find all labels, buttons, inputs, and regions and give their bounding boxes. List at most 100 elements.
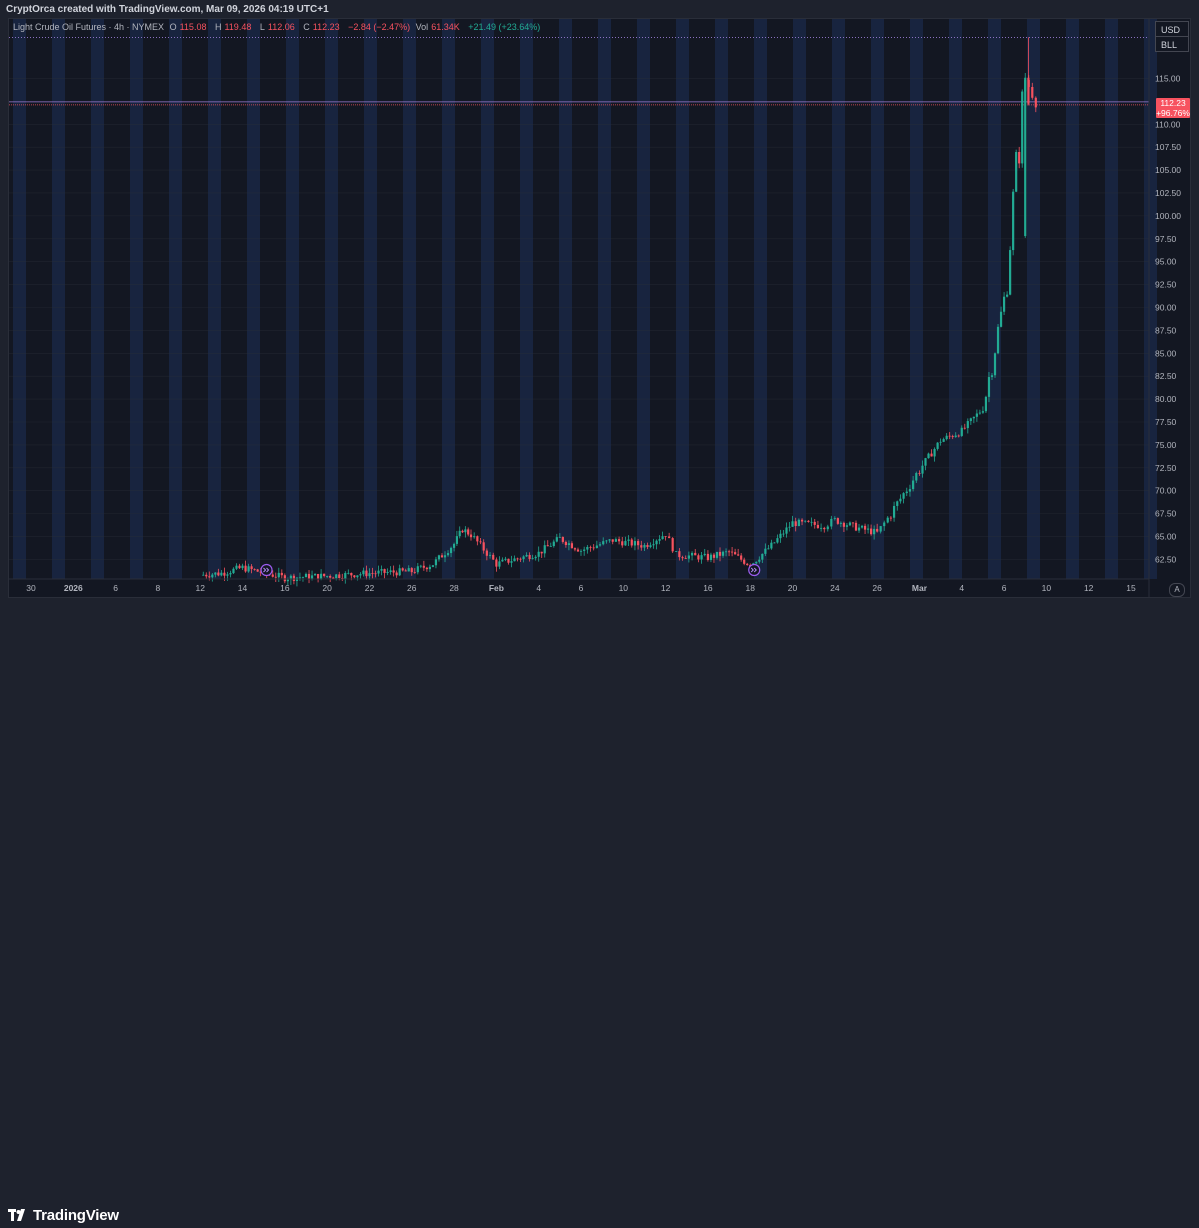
- candle-body: [476, 536, 479, 542]
- footer: TradingView: [0, 598, 1199, 1224]
- price-tick-label: 102.50: [1155, 188, 1181, 198]
- candle-body: [592, 547, 595, 549]
- legend-low: L 112.06: [259, 22, 295, 32]
- price-tick-label: 110.00: [1155, 119, 1181, 129]
- candle-body: [866, 528, 870, 530]
- time-tick-label: 6: [1002, 583, 1007, 593]
- session-band: [208, 19, 221, 579]
- price-tick-label: 72.50: [1155, 463, 1177, 473]
- candle-body: [510, 561, 513, 563]
- candle-body: [413, 572, 416, 573]
- candle-body: [338, 574, 341, 578]
- candle-body: [912, 480, 915, 490]
- price-tick-label: 115.00: [1155, 73, 1181, 83]
- candle-body: [247, 566, 250, 572]
- candle-body: [727, 551, 731, 553]
- session-band: [325, 19, 338, 579]
- candle-body: [684, 558, 687, 559]
- candle-body: [807, 520, 810, 522]
- session-band: [949, 19, 962, 579]
- candle-body: [975, 413, 978, 417]
- candle-body: [836, 518, 839, 524]
- session-band: [169, 19, 182, 579]
- candle-body: [371, 573, 374, 574]
- candle-body: [398, 568, 401, 576]
- legend-high: H 119.48: [214, 22, 252, 32]
- candle-body: [614, 539, 618, 542]
- event-icon: [260, 563, 273, 577]
- candle-body: [492, 554, 495, 560]
- session-band: [559, 19, 572, 579]
- price-tick-label: 67.50: [1155, 509, 1177, 519]
- session-band: [715, 19, 728, 579]
- candle-body: [637, 541, 640, 546]
- currency-button[interactable]: USD: [1155, 21, 1189, 37]
- event-markers: [260, 563, 761, 577]
- candle-body: [332, 577, 335, 579]
- tradingview-logo[interactable]: TradingView: [8, 1207, 119, 1224]
- candle-body: [528, 554, 531, 560]
- price-tick-label: 97.50: [1155, 234, 1177, 244]
- candle-body: [1021, 91, 1024, 164]
- time-tick-label: 26: [872, 583, 882, 593]
- candle-body: [954, 435, 957, 438]
- candle-body: [350, 572, 353, 576]
- candle-body: [419, 565, 422, 567]
- candle-body: [889, 517, 893, 519]
- candle-body: [646, 545, 649, 547]
- candle-body: [990, 375, 994, 378]
- legend-open: O 115.08: [169, 22, 207, 32]
- chart-frame[interactable]: 62.50 65.00 67.50 70.00 72.50 75.00 77.50 80.00…: [8, 18, 1191, 598]
- candle-body: [543, 545, 546, 554]
- time-tick-label: 12: [195, 583, 205, 593]
- candle-body: [785, 527, 788, 534]
- time-tick-label: 10: [1042, 583, 1052, 593]
- session-band: [130, 19, 143, 579]
- session-band: [832, 19, 845, 579]
- price-tick-label: 65.00: [1155, 532, 1177, 542]
- candle-body: [434, 559, 438, 566]
- time-tick-label: 18: [745, 583, 755, 593]
- candle-body: [804, 520, 807, 522]
- candle-body: [455, 536, 458, 544]
- time-tick-label: 15: [1126, 583, 1136, 593]
- candle-body: [800, 519, 804, 522]
- candle-body: [770, 542, 773, 549]
- candle-body: [664, 536, 667, 538]
- candle-body: [485, 550, 488, 556]
- candles: [202, 37, 1037, 587]
- candle-body: [833, 518, 836, 519]
- candle-body: [561, 537, 564, 542]
- session-band: [52, 19, 65, 579]
- price-chart[interactable]: 62.50 65.00 67.50 70.00 72.50 75.00 77.50 80.00…: [9, 19, 1190, 597]
- candle-body: [522, 556, 525, 560]
- time-tick-label: Feb: [489, 583, 504, 593]
- candle-body: [589, 546, 592, 548]
- candle-body: [899, 498, 902, 502]
- candle-body: [537, 551, 540, 557]
- candle-body: [389, 570, 392, 572]
- candle-body: [981, 411, 985, 413]
- candle-body: [942, 439, 945, 442]
- session-band: [676, 19, 689, 579]
- candle-body: [649, 545, 652, 547]
- candle-body: [918, 473, 921, 474]
- time-tick-label: 4: [959, 583, 964, 593]
- auto-scale-button[interactable]: A: [1169, 583, 1185, 597]
- time-tick-label: 16: [280, 583, 290, 593]
- candle-body: [706, 553, 710, 560]
- price-tick-label: 90.00: [1155, 302, 1177, 312]
- candle-body: [873, 528, 876, 535]
- candle-body: [546, 545, 549, 547]
- candle-body: [235, 565, 238, 569]
- price-tick-label: 77.50: [1155, 417, 1177, 427]
- candle-body: [743, 559, 746, 564]
- unit-button[interactable]: BLL: [1155, 36, 1189, 52]
- candle-body: [549, 546, 552, 547]
- candle-body: [730, 551, 734, 553]
- event-icon-ring: [260, 563, 273, 577]
- time-tick-label: 24: [830, 583, 840, 593]
- candle-body: [921, 465, 924, 474]
- session-band: [1066, 19, 1079, 579]
- candle-body: [746, 563, 749, 565]
